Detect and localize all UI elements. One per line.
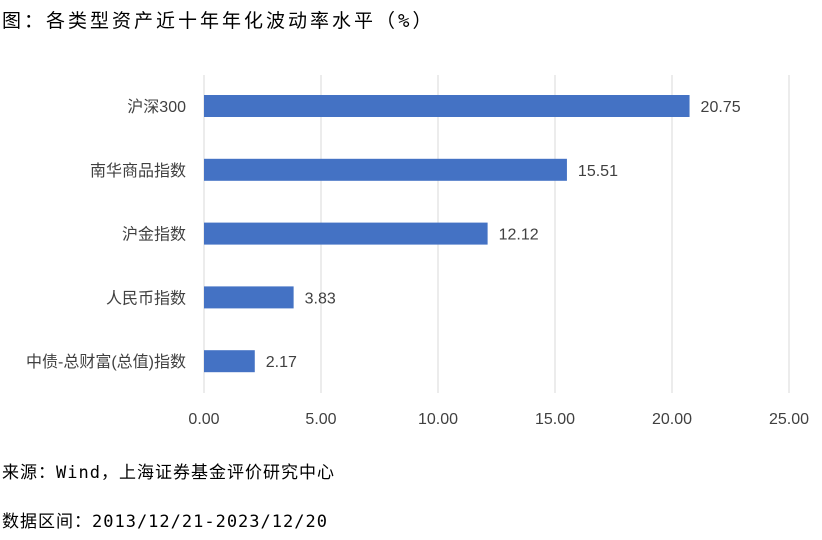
bar xyxy=(204,158,567,181)
x-tick-label: 10.00 xyxy=(418,411,458,428)
bar xyxy=(204,95,690,117)
data-label: 2.17 xyxy=(266,354,297,371)
x-tick-label: 0.00 xyxy=(188,411,219,428)
x-tick-label: 25.00 xyxy=(769,411,809,428)
source-note: 来源：Wind，上海证券基金评价研究中心 xyxy=(2,463,335,483)
data-label: 3.83 xyxy=(305,290,336,307)
category-label: 沪深300 xyxy=(127,98,186,116)
x-tick-label: 15.00 xyxy=(535,411,575,428)
date-range-note: 数据区间：2013/12/21-2023/12/20 xyxy=(2,512,328,532)
bar xyxy=(204,286,294,309)
x-tick-label: 20.00 xyxy=(652,411,692,428)
bar xyxy=(204,222,488,245)
category-label: 人民币指数 xyxy=(106,289,186,307)
category-label: 中债-总财富(总值)指数 xyxy=(26,353,186,371)
category-label: 沪金指数 xyxy=(122,226,186,244)
data-label: 20.75 xyxy=(701,99,741,116)
x-tick-label: 5.00 xyxy=(305,411,336,428)
data-label: 12.12 xyxy=(499,227,539,244)
data-label: 15.51 xyxy=(578,163,618,180)
chart-title: 图：各类型资产近十年年化波动率水平（%） xyxy=(2,10,435,32)
bar xyxy=(204,350,255,373)
category-label: 南华商品指数 xyxy=(90,162,186,180)
